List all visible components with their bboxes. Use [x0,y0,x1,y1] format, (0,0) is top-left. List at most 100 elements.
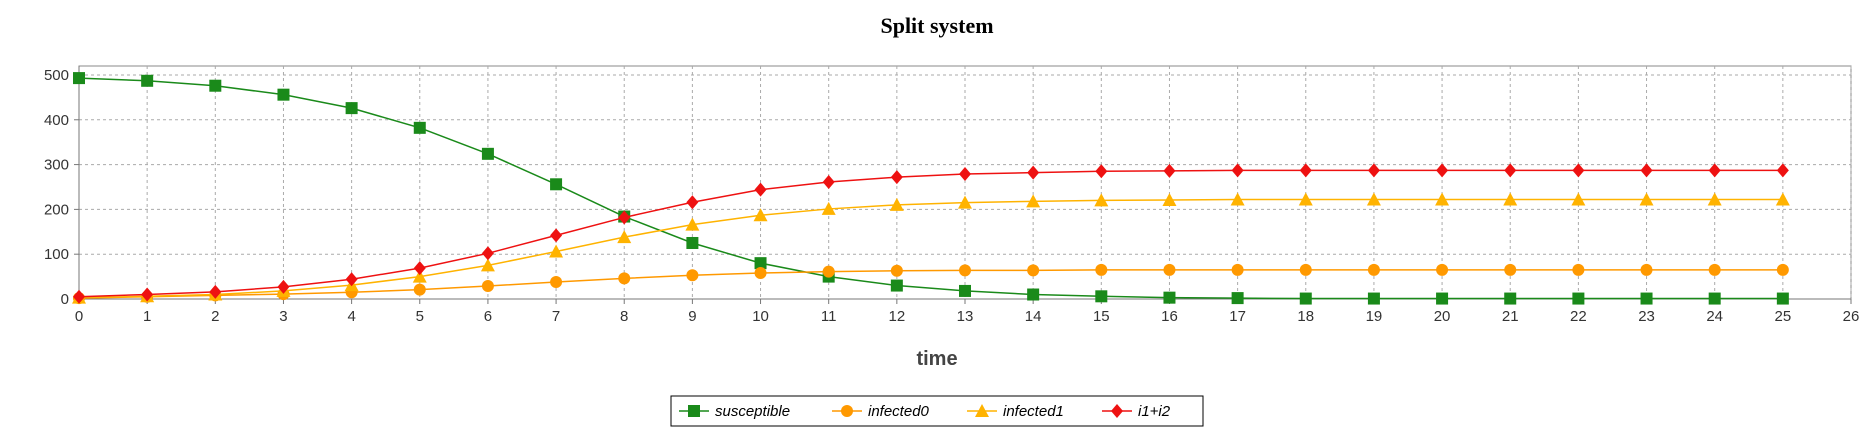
data-point-infected0 [413,283,426,296]
x-tick-label: 12 [889,308,906,325]
data-point-i1-i2 [277,279,290,294]
data-point-susceptible [1436,292,1449,305]
data-point-susceptible [1163,291,1176,304]
data-point-infected0 [686,269,699,282]
legend-label: i1+i2 [1138,403,1171,420]
data-point-infected0 [618,272,631,285]
legend-marker [688,405,700,417]
data-point-i1-i2 [209,284,222,299]
data-point-i1-i2 [822,175,835,190]
data-point-susceptible [550,178,563,191]
data-point-susceptible [1640,292,1653,305]
x-tick-label: 4 [347,308,355,325]
legend-item-i1-i2: i1+i2 [1102,403,1171,420]
data-point-infected0 [1027,264,1040,277]
data-point-infected1 [1094,193,1109,207]
x-tick-label: 0 [75,308,83,325]
data-point-i1-i2 [1367,163,1380,178]
data-point-susceptible [1776,292,1789,305]
data-point-infected1 [1230,192,1245,206]
legend-item-infected0: infected0 [832,403,930,420]
data-point-infected0 [1708,263,1721,276]
data-point-infected1 [1162,192,1177,206]
data-point-susceptible [1299,292,1312,305]
data-point-infected1 [1571,192,1586,206]
series-susceptible [73,72,1789,305]
x-tick-label: 15 [1093,308,1110,325]
legend-label: infected1 [1003,403,1064,420]
series-line-susceptible [78,77,1783,300]
data-point-infected0 [1299,263,1312,276]
x-tick-label: 8 [620,308,628,325]
series-line-infected1 [78,198,1783,299]
legend-marker [975,404,989,417]
y-tick-label: 0 [61,291,69,308]
data-point-i1-i2 [1504,163,1517,178]
x-tick-label: 10 [752,308,769,325]
data-point-susceptible [1231,292,1244,305]
y-tick-label: 400 [44,112,69,129]
x-tick-label: 23 [1638,308,1655,325]
data-point-susceptible [959,284,971,297]
data-point-infected1 [685,217,700,231]
axes: 0 1 2 3 4 5 6 7 8 9 10 11 12 13 14 15 16 17 18 19 20 21 22 23 24… [44,66,1859,325]
data-point-infected1 [1298,192,1313,206]
data-point-i1-i2 [413,261,426,276]
data-point-i1-i2 [754,182,767,197]
data-point-infected0 [481,280,494,293]
data-point-infected1 [549,244,564,258]
data-point-infected0 [1095,263,1108,276]
data-point-susceptible [1095,290,1108,303]
x-tick-label: 19 [1366,308,1383,325]
x-tick-label: 18 [1297,308,1314,325]
data-point-infected1 [617,230,632,244]
data-point-susceptible [686,236,699,249]
x-tick-label: 5 [416,308,424,325]
data-point-susceptible [209,79,222,92]
x-tick-label: 6 [484,308,492,325]
legend-marker [841,405,853,417]
legend-label: infected0 [868,403,930,420]
series-line-infected0 [78,269,1783,299]
x-tick-label: 26 [1843,308,1860,325]
data-point-i1-i2 [1299,163,1312,178]
data-point-infected0 [1231,263,1244,276]
data-point-infected1 [1026,194,1041,208]
data-point-susceptible [1504,292,1517,305]
data-point-i1-i2 [345,272,358,287]
data-point-infected0 [1504,263,1517,276]
data-point-i1-i2 [686,195,699,210]
y-tick-label: 200 [44,201,69,218]
data-point-susceptible [345,102,358,115]
data-point-i1-i2 [1708,163,1721,178]
x-tick-label: 17 [1229,308,1246,325]
x-tick-label: 2 [211,308,219,325]
x-tick-label: 16 [1161,308,1178,325]
legend-marker [1111,404,1123,418]
data-point-i1-i2 [1572,163,1585,178]
data-point-susceptible [1027,288,1040,301]
x-tick-label: 22 [1570,308,1587,325]
data-point-infected1 [412,269,427,283]
y-tick-label: 100 [44,246,69,263]
legend: susceptible infected0 infected1 i1+i2 [670,395,1204,427]
data-point-infected0 [1776,263,1789,276]
x-tick-label: 11 [821,308,837,325]
data-point-infected0 [1572,263,1585,276]
series-i1-i2 [73,163,1789,304]
x-tick-label: 1 [143,308,151,325]
y-tick-label: 500 [44,67,69,84]
x-tick-label: 25 [1775,308,1792,325]
x-tick-label: 7 [552,308,560,325]
data-point-infected1 [480,258,495,272]
data-point-i1-i2 [1436,163,1449,178]
x-tick-label: 24 [1706,308,1723,325]
data-point-i1-i2 [890,170,903,185]
x-axis-title: time [916,348,957,370]
data-point-susceptible [141,74,154,87]
x-tick-label: 9 [688,308,696,325]
data-point-i1-i2 [1095,164,1108,179]
data-point-i1-i2 [73,289,85,304]
data-point-susceptible [890,279,903,292]
